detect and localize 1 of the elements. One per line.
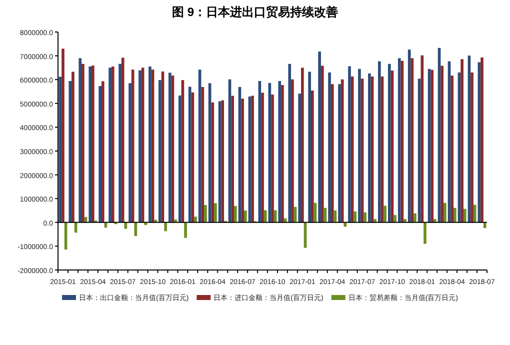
title: 图 9：日本进出口贸易持续改善 xyxy=(172,5,338,19)
